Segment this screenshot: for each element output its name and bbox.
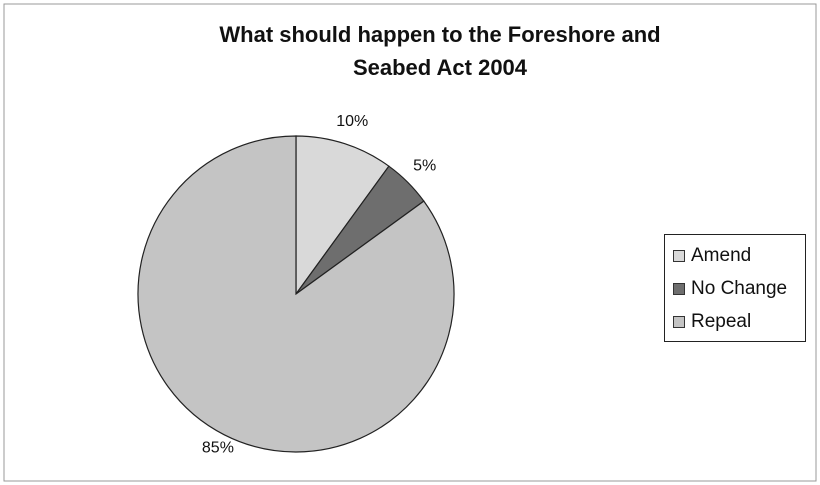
chart-title-line-1: What should happen to the Foreshore and [219,22,661,47]
legend-item-no-change: No Change [665,272,805,305]
legend-label-amend: Amend [691,244,752,266]
pie-slice-amend [295,135,390,296]
chart-title-line-2: Seabed Act 2004 [352,55,528,80]
legend-swatch-amend [673,249,685,262]
slice-label-no-change: 5% [413,157,436,174]
legend: Amend No Change Repeal [664,234,806,342]
legend-item-amend: Amend [665,239,805,272]
legend-label-repeal: Repeal [691,310,752,332]
slice-label-repeal: 85% [202,439,234,456]
slice-label-amend: 10% [336,113,368,130]
legend-label-no-change: No Change [691,277,788,299]
pie-slice-repeal [137,135,455,453]
chart-title: What should happen to the Foreshore and … [150,18,730,84]
legend-swatch-repeal [673,315,685,328]
legend-item-repeal: Repeal [665,305,805,338]
legend-swatch-no-change [673,282,685,295]
